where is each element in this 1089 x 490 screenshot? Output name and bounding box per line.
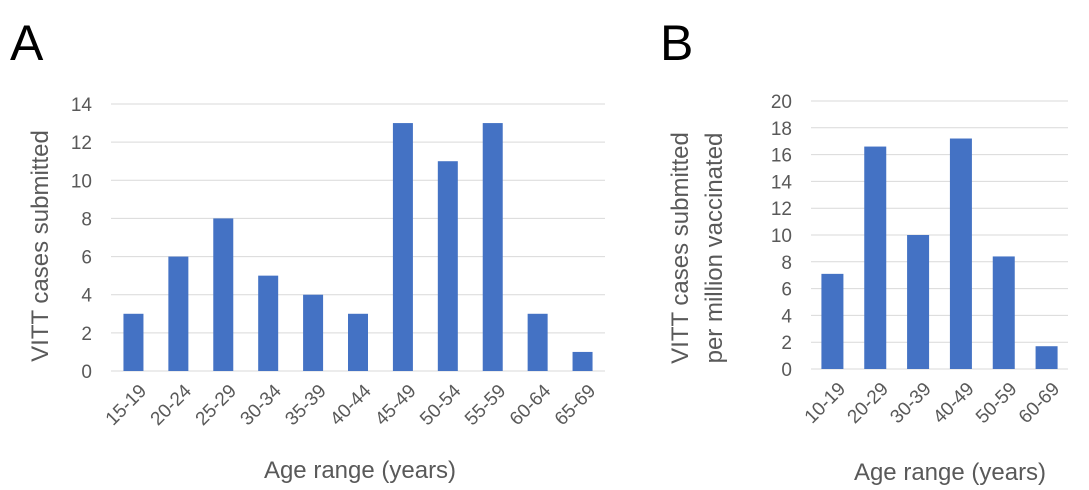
panel-a-label: A: [10, 15, 44, 71]
y-tick-label: 8: [781, 253, 792, 274]
x-tick-label: 55-59: [461, 381, 510, 430]
y-axis-title-line: VITT cases submitted: [667, 132, 694, 364]
x-tick-label: 20-29: [844, 379, 893, 428]
y-tick-label: 18: [771, 119, 792, 140]
y-tick-label: 0: [81, 362, 92, 383]
x-tick-label: 45-49: [371, 381, 420, 430]
y-tick-label: 14: [771, 172, 793, 193]
bar-50-59: [992, 256, 1015, 369]
y-tick-label: 14: [71, 95, 93, 116]
x-axis-title: Age range (years): [264, 457, 456, 484]
bar-50-54: [437, 161, 458, 371]
bar-55-59: [482, 123, 503, 371]
y-tick-label: 12: [771, 199, 792, 220]
panel-b: B 0 2 4 6 8 10 12 14 16 18 20 10-1920-2930-3940-495…: [660, 15, 1068, 486]
x-tick-label: 35-39: [281, 381, 330, 430]
bar-25-29: [213, 218, 234, 371]
x-tick-label: 20-24: [147, 380, 197, 430]
bar-40-44: [348, 313, 368, 371]
x-tick-label: 40-44: [326, 380, 376, 430]
y-tick-label: 0: [781, 360, 792, 381]
y-tick-label: 10: [71, 171, 92, 192]
x-tick-label: 60-69: [1015, 379, 1064, 428]
y-tick-label: 2: [81, 324, 92, 345]
panel-a: A 0 2 4 6 8 10 12 14 15-1920-2425-2930-3435-3940…: [10, 15, 605, 484]
bar-30-34: [258, 275, 279, 371]
y-tick-label: 4: [81, 286, 92, 307]
y-axis-title-line: VITT cases submitted: [27, 130, 54, 362]
y-axis-title: VITT cases submitted per million vaccinat…: [667, 132, 728, 364]
y-tick-label: 6: [781, 280, 792, 301]
x-tick-label: 15-19: [102, 381, 151, 430]
x-tick-label: 30-39: [886, 379, 935, 428]
bar-30-39: [907, 235, 930, 369]
bar-20-24: [168, 256, 189, 371]
y-tick-label: 20: [771, 92, 792, 113]
x-tick-label: 65-69: [551, 381, 600, 430]
y-tick-label: 10: [771, 226, 792, 247]
y-tick-label: 6: [81, 248, 92, 269]
bar-45-49: [392, 123, 413, 371]
bar-40-49: [949, 138, 972, 369]
bar-35-39: [303, 294, 324, 371]
x-tick-label: 40-49: [929, 379, 978, 428]
x-tick-label: 60-64: [506, 380, 556, 430]
panel-b-label: B: [660, 15, 693, 71]
x-tick-label: 50-59: [972, 379, 1021, 428]
y-axis-title: VITT cases submitted: [27, 130, 54, 362]
bar-10-19: [821, 273, 844, 369]
bar-15-19: [123, 313, 144, 371]
x-tick-label: 25-29: [192, 381, 241, 430]
x-tick-label: 10-19: [801, 379, 850, 428]
bar-65-69: [572, 351, 593, 371]
x-tick-label: 30-34: [237, 380, 287, 430]
y-tick-label: 2: [781, 333, 792, 354]
bar-20-29: [864, 146, 887, 369]
y-tick-label: 8: [81, 209, 92, 230]
y-axis-title-line: per million vaccinated: [701, 133, 728, 364]
bar-60-64: [527, 313, 548, 371]
y-tick-label: 4: [781, 306, 792, 327]
x-tick-label: 50-54: [416, 380, 466, 430]
y-tick-label: 16: [771, 146, 792, 167]
x-axis-title: Age range (years): [854, 459, 1046, 486]
y-tick-label: 12: [71, 133, 92, 154]
bar-60-69: [1035, 346, 1058, 369]
